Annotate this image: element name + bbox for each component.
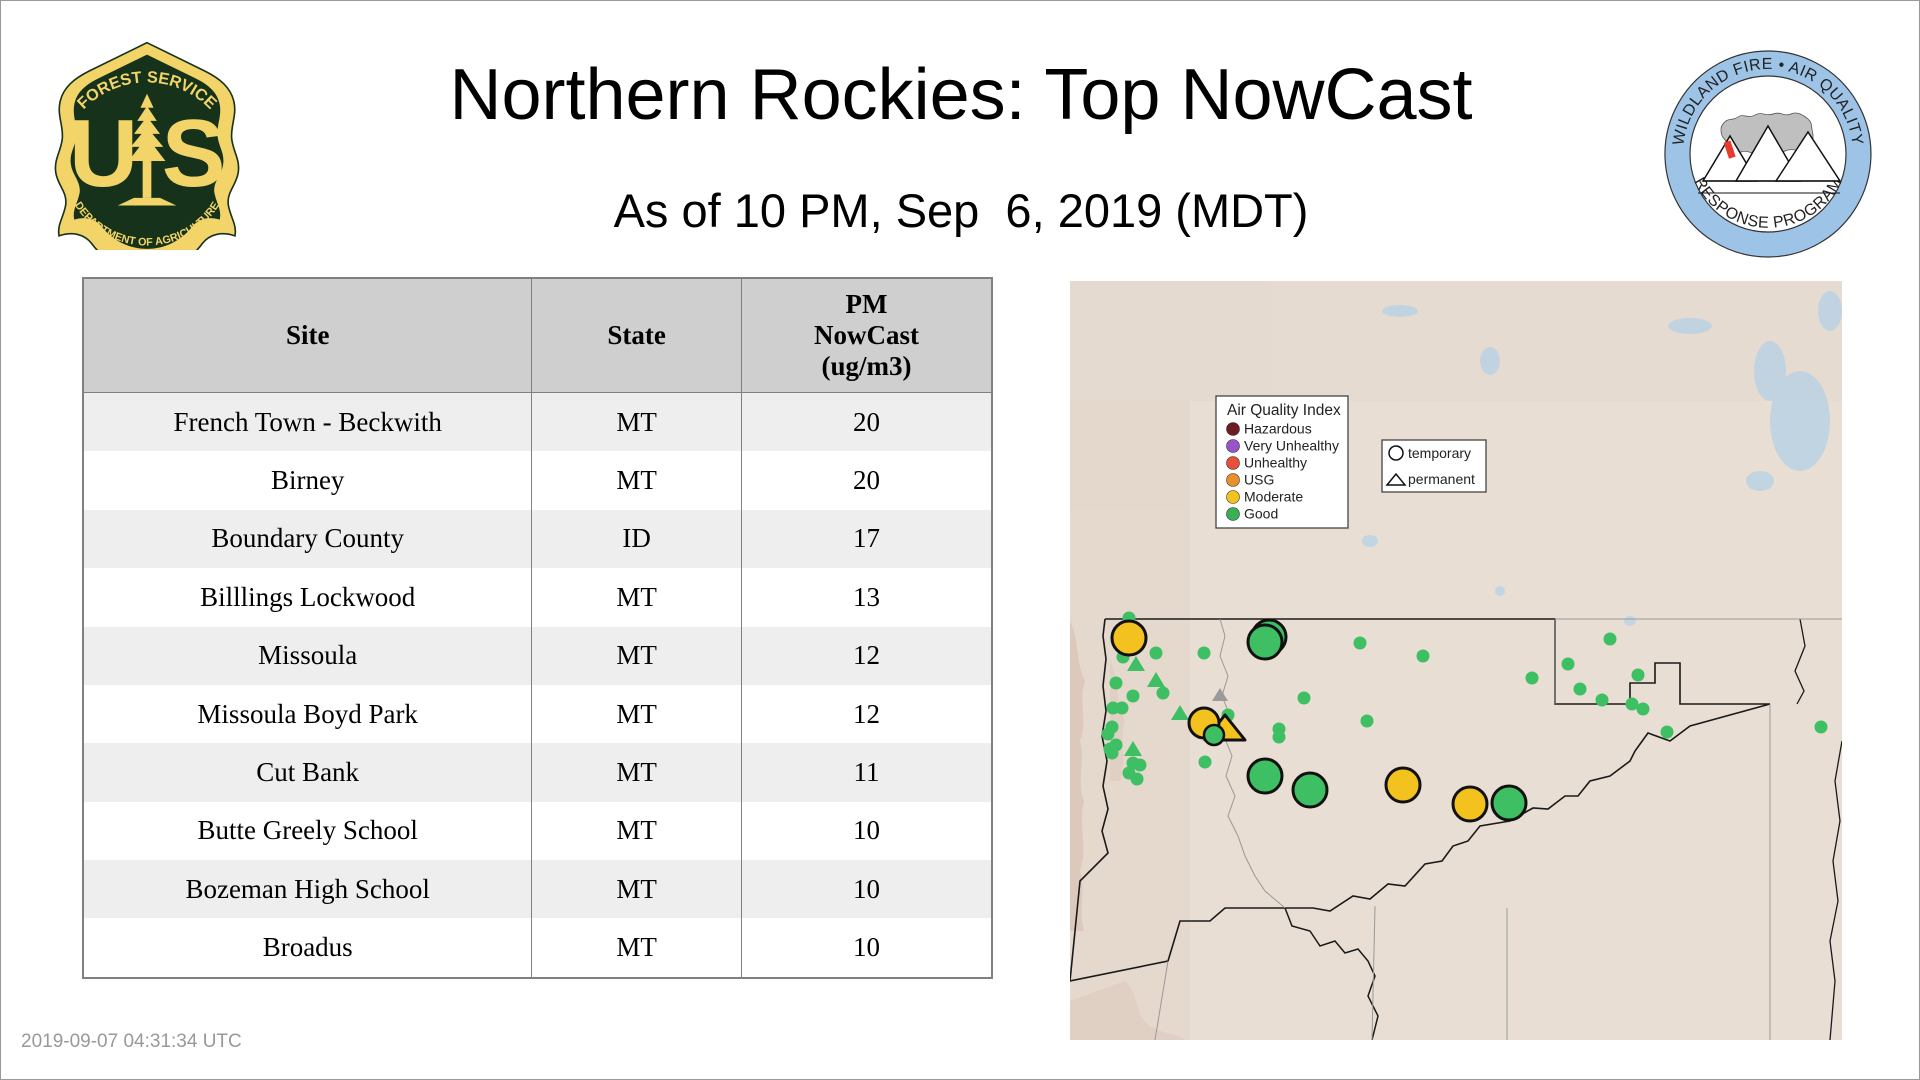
- svg-text:Hazardous: Hazardous: [1244, 421, 1312, 437]
- svg-text:S: S: [162, 101, 226, 207]
- svg-text:Good: Good: [1244, 506, 1278, 522]
- svg-text:Air Quality Index: Air Quality Index: [1227, 402, 1341, 419]
- svg-text:Unhealthy: Unhealthy: [1244, 455, 1307, 471]
- svg-text:permanent: permanent: [1408, 471, 1475, 487]
- svg-text:Very Unhealthy: Very Unhealthy: [1244, 438, 1339, 454]
- svg-text:temporary: temporary: [1408, 445, 1471, 461]
- svg-text:USG: USG: [1244, 472, 1274, 488]
- svg-text:U: U: [69, 101, 138, 207]
- svg-text:Moderate: Moderate: [1244, 489, 1303, 505]
